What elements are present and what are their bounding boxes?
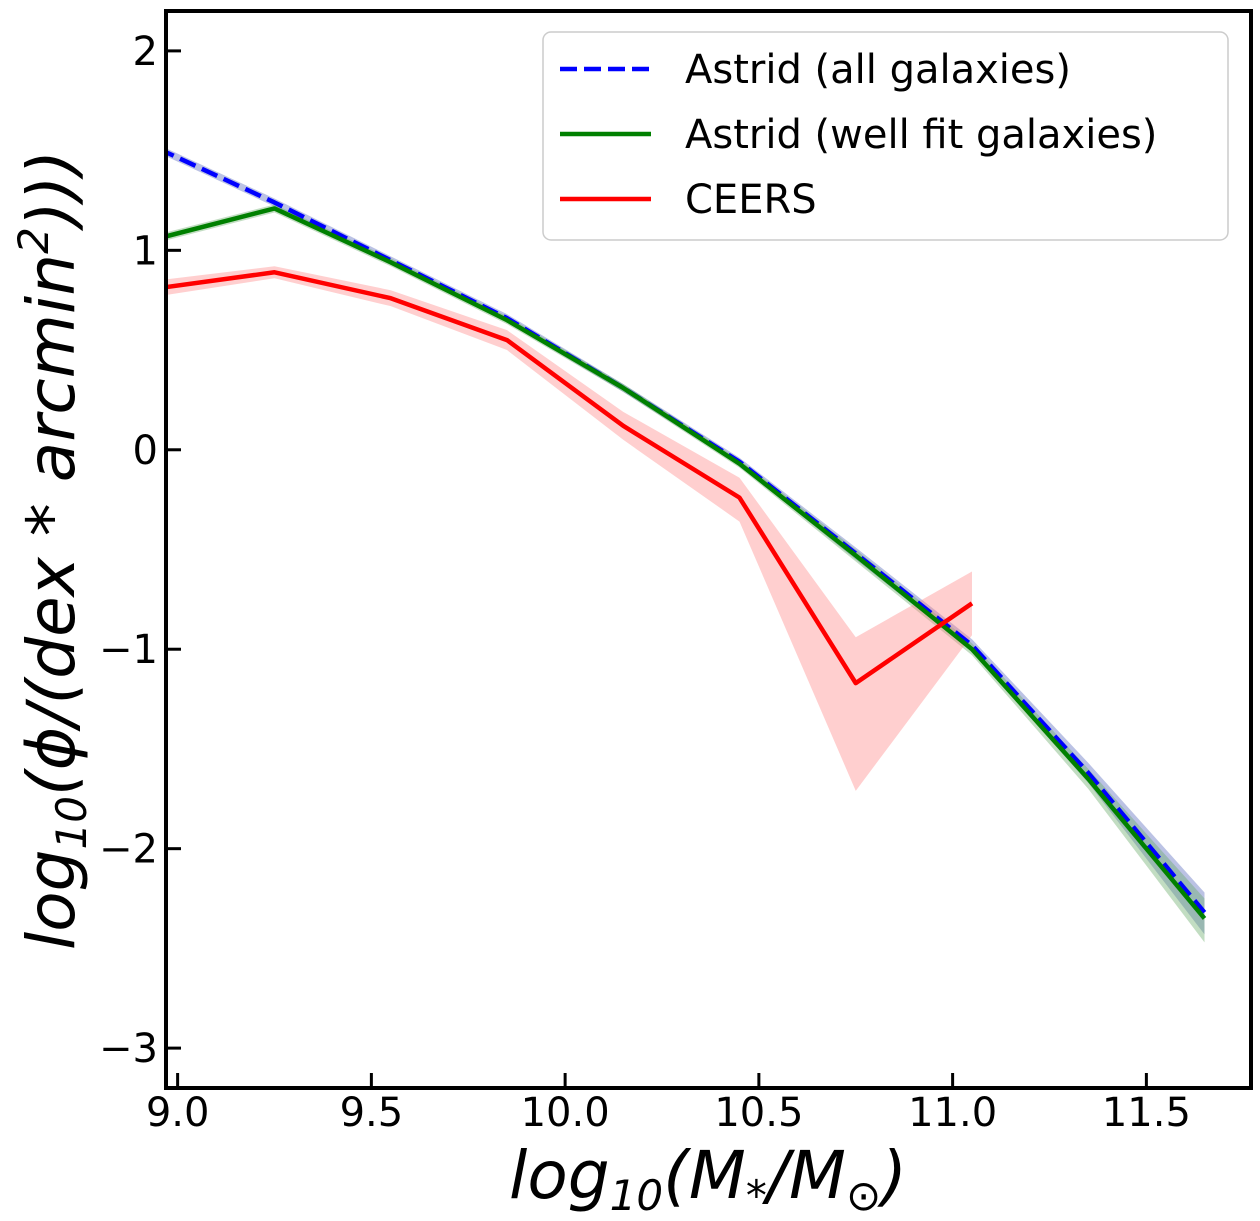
uncertainty-bands <box>166 148 1205 943</box>
y-tick-label: −1 <box>99 627 158 673</box>
ceers-line <box>166 270 974 686</box>
y-tick-label: 0 <box>133 428 158 474</box>
y-tick-label: −3 <box>99 1026 158 1072</box>
astrid-well-fit-galaxies-band <box>166 204 1205 943</box>
x-tick-label: 9.5 <box>340 1090 404 1136</box>
astrid-all-galaxies-band <box>166 148 1205 935</box>
x-tick-label: 10.0 <box>521 1090 610 1136</box>
legend-box <box>542 31 1229 241</box>
legend: Astrid (all galaxies) Astrid (well fit ga… <box>542 31 1229 241</box>
y-tick-label: 2 <box>133 29 158 75</box>
legend-label-astrid-all-galaxies: Astrid (all galaxies) <box>685 47 1071 93</box>
axis-ticks <box>166 49 1148 1088</box>
plot-frame <box>164 9 1253 1090</box>
series-lines <box>166 149 1207 920</box>
legend-label-ceers: CEERS <box>685 177 817 223</box>
x-tick-label: 11.0 <box>908 1090 997 1136</box>
astrid-all-galaxies-line <box>166 149 1207 914</box>
x-tick-label: 11.5 <box>1102 1090 1191 1136</box>
y-tick-label: −2 <box>99 827 158 873</box>
astrid-well-fit-galaxies-line <box>166 206 1207 920</box>
y-tick-label: 1 <box>133 228 158 274</box>
x-tick-label: 9.0 <box>146 1090 210 1136</box>
legend-label-astrid-well-fit-galaxies: Astrid (well fit galaxies) <box>685 112 1157 158</box>
x-tick-label: 10.5 <box>714 1090 803 1136</box>
x-axis-label: log10(M*/M⊙) <box>509 1137 907 1220</box>
y-axis-label: log10(ϕ/(dex * arcmin2))) <box>9 150 96 950</box>
ceers-band <box>166 266 972 791</box>
tick-labels: 9.0 9.5 10.0 10.5 11.0 11.5 −3 −2 −1 0 1 2 <box>99 29 1191 1136</box>
